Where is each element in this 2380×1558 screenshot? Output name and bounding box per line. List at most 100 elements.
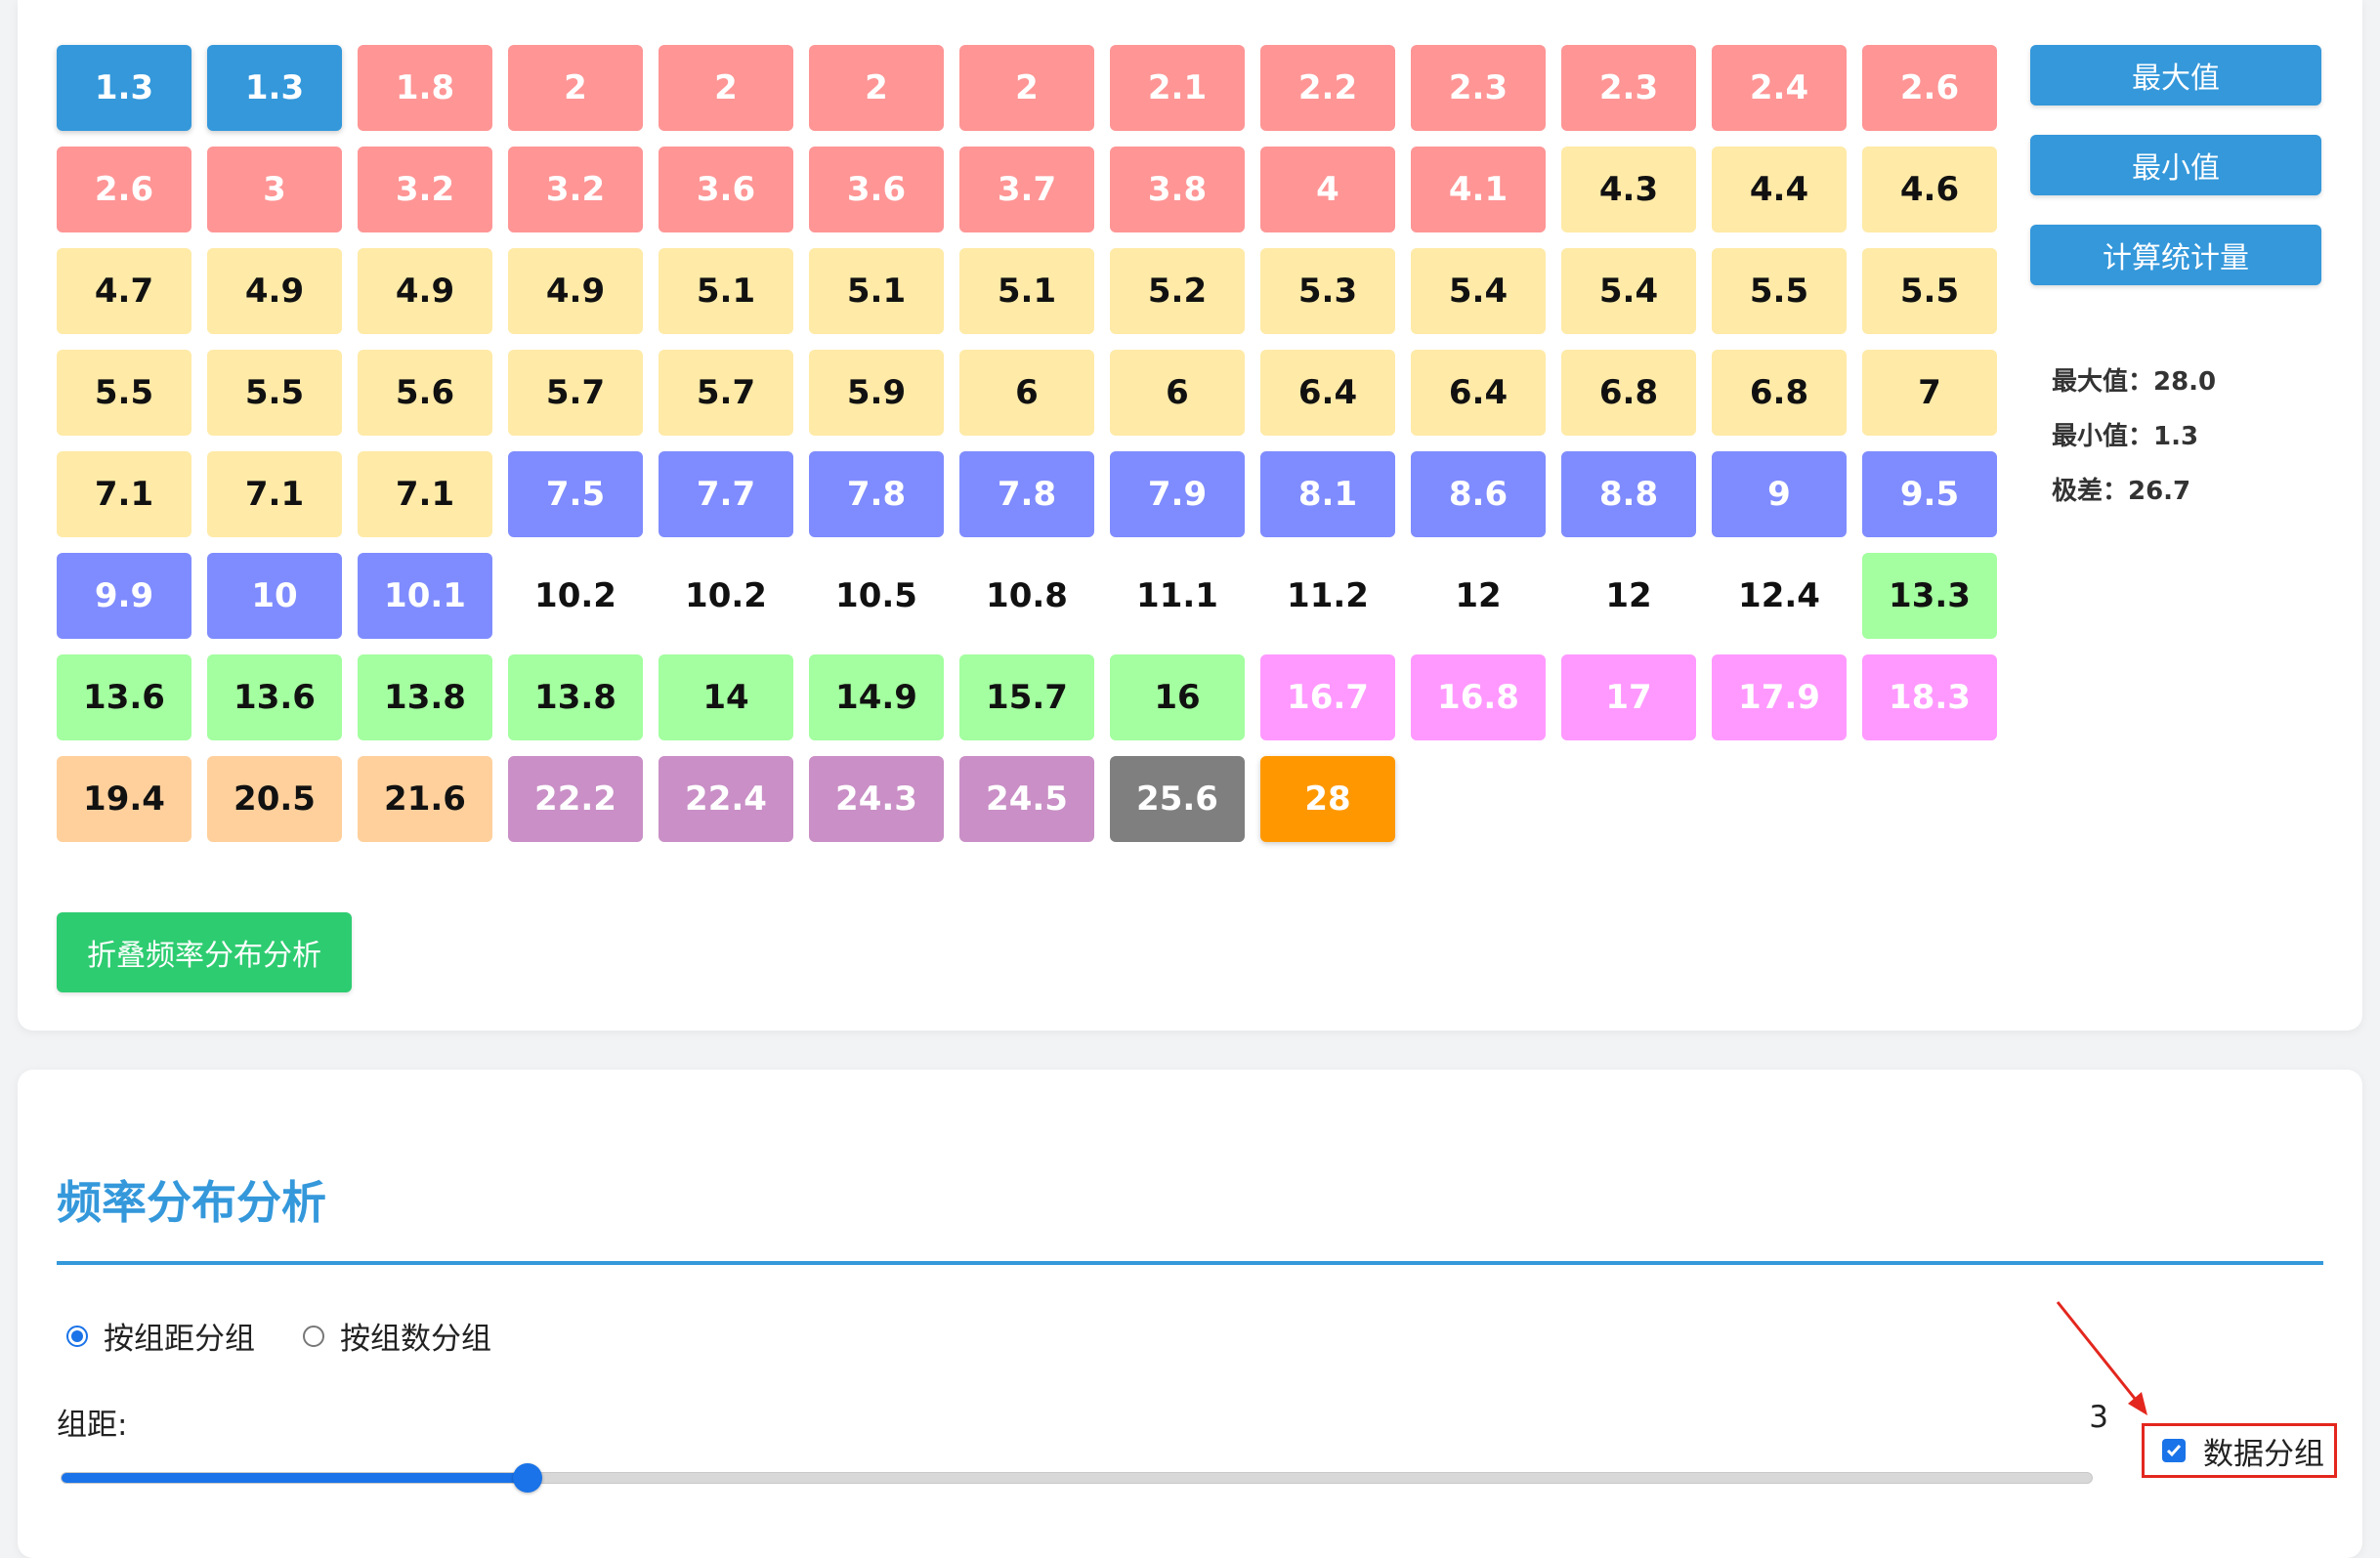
- data-cell[interactable]: 5.5: [1862, 248, 1997, 334]
- data-cell[interactable]: 12.4: [1738, 576, 1820, 615]
- data-cell[interactable]: 2: [809, 45, 944, 131]
- data-cell[interactable]: 5.9: [809, 350, 944, 436]
- data-cell[interactable]: 6.8: [1712, 350, 1847, 436]
- data-cell[interactable]: 7: [1862, 350, 1997, 436]
- data-cell[interactable]: 8.1: [1260, 451, 1395, 537]
- data-cell[interactable]: 6: [959, 350, 1094, 436]
- data-cell[interactable]: 5.2: [1110, 248, 1245, 334]
- data-cell[interactable]: 7.1: [358, 451, 492, 537]
- data-cell[interactable]: 4.9: [508, 248, 643, 334]
- data-cell[interactable]: 13.8: [358, 654, 492, 740]
- data-cell[interactable]: 22.2: [508, 756, 643, 842]
- data-cell[interactable]: 5.5: [57, 350, 191, 436]
- data-cell[interactable]: 3.2: [508, 147, 643, 232]
- data-cell[interactable]: 3.8: [1110, 147, 1245, 232]
- data-cell[interactable]: 6.8: [1561, 350, 1696, 436]
- data-cell[interactable]: 3: [207, 147, 342, 232]
- data-cell[interactable]: 13.8: [508, 654, 643, 740]
- data-cell[interactable]: 7.5: [508, 451, 643, 537]
- data-cell[interactable]: 3.6: [809, 147, 944, 232]
- data-cell[interactable]: 7.8: [809, 451, 944, 537]
- data-cell[interactable]: 9.9: [57, 553, 191, 639]
- data-cell[interactable]: 2.2: [1260, 45, 1395, 131]
- data-cell[interactable]: 10.1: [358, 553, 492, 639]
- data-cell[interactable]: 5.5: [207, 350, 342, 436]
- data-cell[interactable]: 1.3: [57, 45, 191, 131]
- data-cell[interactable]: 4.7: [57, 248, 191, 334]
- data-cell[interactable]: 5.4: [1561, 248, 1696, 334]
- data-cell[interactable]: 19.4: [57, 756, 191, 842]
- data-cell[interactable]: 28: [1260, 756, 1395, 842]
- data-cell[interactable]: 7.7: [659, 451, 793, 537]
- data-cell[interactable]: 2: [508, 45, 643, 131]
- data-cell[interactable]: 20.5: [207, 756, 342, 842]
- data-cell[interactable]: 5.1: [959, 248, 1094, 334]
- data-cell[interactable]: 11.1: [1136, 576, 1218, 615]
- data-cell[interactable]: 7.9: [1110, 451, 1245, 537]
- data-cell[interactable]: 1.3: [207, 45, 342, 131]
- data-cell[interactable]: 4.1: [1411, 147, 1546, 232]
- data-cell[interactable]: 7.8: [959, 451, 1094, 537]
- data-cell[interactable]: 3.7: [959, 147, 1094, 232]
- data-cell[interactable]: 14: [659, 654, 793, 740]
- data-cell[interactable]: 2.4: [1712, 45, 1847, 131]
- data-cell[interactable]: 5.1: [659, 248, 793, 334]
- data-cell[interactable]: 17: [1561, 654, 1696, 740]
- data-cell[interactable]: 2.6: [57, 147, 191, 232]
- data-cell[interactable]: 14.9: [809, 654, 944, 740]
- data-cell[interactable]: 9: [1712, 451, 1847, 537]
- data-cell[interactable]: 5.1: [809, 248, 944, 334]
- data-cell[interactable]: 10.2: [534, 576, 616, 615]
- max-button[interactable]: 最大值: [2030, 45, 2321, 105]
- data-cell[interactable]: 21.6: [358, 756, 492, 842]
- data-cell[interactable]: 3.2: [358, 147, 492, 232]
- compute-stats-button[interactable]: 计算统计量: [2030, 225, 2321, 285]
- data-cell[interactable]: 15.7: [959, 654, 1094, 740]
- data-cell[interactable]: 13.6: [57, 654, 191, 740]
- data-cell[interactable]: 4: [1260, 147, 1395, 232]
- data-cell[interactable]: 18.3: [1862, 654, 1997, 740]
- data-cell[interactable]: 5.7: [659, 350, 793, 436]
- fold-frequency-analysis-button[interactable]: 折叠频率分布分析: [57, 912, 352, 992]
- bin-width-slider[interactable]: [61, 1472, 2093, 1484]
- data-cell[interactable]: 5.6: [358, 350, 492, 436]
- data-cell[interactable]: 4.9: [358, 248, 492, 334]
- slider-thumb[interactable]: [513, 1463, 543, 1493]
- data-cell[interactable]: 8.8: [1561, 451, 1696, 537]
- data-cell[interactable]: 16.7: [1260, 654, 1395, 740]
- data-cell[interactable]: 10: [207, 553, 342, 639]
- data-cell[interactable]: 24.3: [809, 756, 944, 842]
- data-cell[interactable]: 16: [1110, 654, 1245, 740]
- data-cell[interactable]: 2.3: [1561, 45, 1696, 131]
- data-cell[interactable]: 4.9: [207, 248, 342, 334]
- data-cell[interactable]: 4.3: [1561, 147, 1696, 232]
- checkbox-checked-icon[interactable]: [2162, 1439, 2186, 1462]
- data-grouping-checkbox[interactable]: 数据分组: [2142, 1423, 2337, 1478]
- data-cell[interactable]: 4.4: [1712, 147, 1847, 232]
- data-cell[interactable]: 10.2: [685, 576, 767, 615]
- data-cell[interactable]: 4.6: [1862, 147, 1997, 232]
- data-cell[interactable]: 2: [659, 45, 793, 131]
- data-cell[interactable]: 3.6: [659, 147, 793, 232]
- radio-group-by-count[interactable]: 按组数分组: [303, 1314, 491, 1358]
- data-cell[interactable]: 8.6: [1411, 451, 1546, 537]
- data-cell[interactable]: 10.5: [835, 576, 917, 615]
- data-cell[interactable]: 1.8: [358, 45, 492, 131]
- data-cell[interactable]: 5.3: [1260, 248, 1395, 334]
- data-cell[interactable]: 5.5: [1712, 248, 1847, 334]
- radio-checked-icon[interactable]: [66, 1325, 88, 1347]
- data-cell[interactable]: 16.8: [1411, 654, 1546, 740]
- min-button[interactable]: 最小值: [2030, 135, 2321, 195]
- data-cell[interactable]: 5.7: [508, 350, 643, 436]
- data-cell[interactable]: 10.8: [986, 576, 1068, 615]
- radio-unchecked-icon[interactable]: [303, 1325, 324, 1347]
- data-cell[interactable]: 13.6: [207, 654, 342, 740]
- data-cell[interactable]: 2.6: [1862, 45, 1997, 131]
- data-cell[interactable]: 22.4: [659, 756, 793, 842]
- radio-group-by-width[interactable]: 按组距分组: [66, 1314, 255, 1358]
- data-cell[interactable]: 5.4: [1411, 248, 1546, 334]
- data-cell[interactable]: 11.2: [1287, 576, 1369, 615]
- data-cell[interactable]: 2.1: [1110, 45, 1245, 131]
- data-cell[interactable]: 6.4: [1260, 350, 1395, 436]
- data-cell[interactable]: 17.9: [1712, 654, 1847, 740]
